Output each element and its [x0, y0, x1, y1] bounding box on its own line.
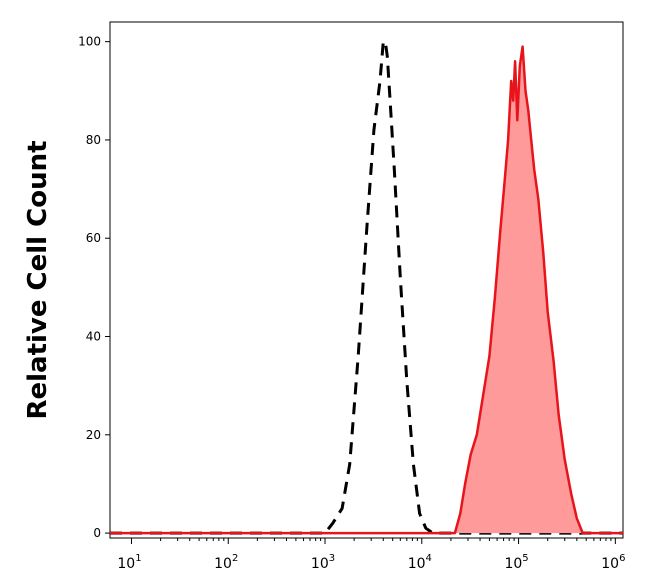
y-tick-label: 40	[86, 330, 101, 344]
series-line-0	[110, 40, 623, 535]
series-layer	[110, 40, 623, 535]
y-tick-label: 100	[78, 35, 101, 49]
y-axis-ticks: 0 20 40 60 80 100	[78, 35, 110, 540]
x-tick-label: 106	[601, 553, 625, 572]
x-tick-label: 103	[311, 553, 335, 572]
y-tick-label: 80	[86, 133, 101, 147]
series-fill-1	[110, 46, 623, 534]
y-tick-label: 60	[86, 231, 101, 245]
x-tick-label: 102	[214, 553, 238, 572]
series-line-1	[110, 45, 623, 535]
x-tick-label: 105	[504, 553, 528, 572]
x-axis-ticks: 101 102 103 104 105 106	[117, 538, 625, 572]
x-tick-label: 104	[408, 553, 432, 572]
y-axis-label: Relative Cell Count	[23, 140, 53, 419]
x-tick-label: 101	[117, 553, 141, 572]
y-tick-label: 0	[93, 526, 101, 540]
y-tick-label: 20	[86, 428, 101, 442]
